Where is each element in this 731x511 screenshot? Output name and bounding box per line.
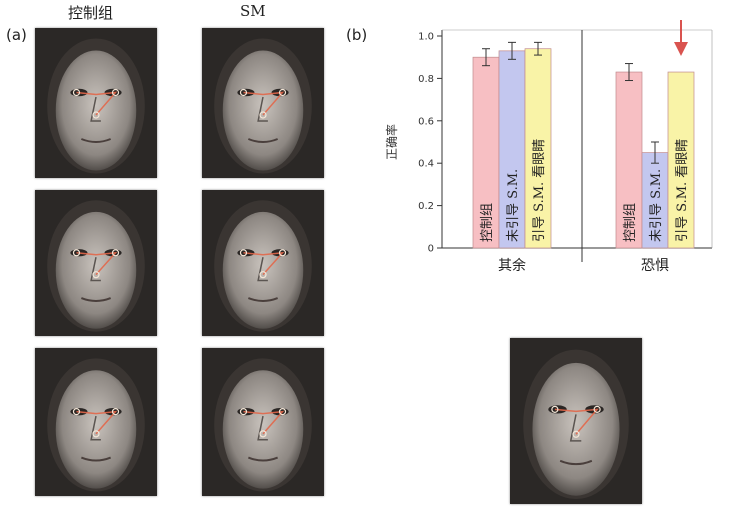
nose-line	[257, 257, 268, 282]
category-label: 恐惧	[641, 258, 669, 274]
face-drawing	[35, 190, 157, 336]
fixation-point	[92, 111, 100, 119]
nose-line	[90, 415, 101, 441]
face-drawing	[202, 190, 324, 336]
gaze-path	[554, 408, 599, 435]
mouth-line	[559, 459, 593, 466]
fixation-point	[259, 111, 267, 119]
face-drawing	[35, 348, 157, 496]
bar	[472, 56, 500, 249]
highlight-arrow-head	[674, 42, 688, 56]
gaze-path	[76, 91, 118, 116]
mouth-line	[80, 138, 112, 143]
bar-series-label: 未引导 S.M.	[649, 169, 664, 242]
fixation-point	[239, 408, 248, 416]
category-label: 其余	[498, 257, 526, 274]
y-tick-label: 0.2	[418, 201, 434, 212]
panel-b-label: (b)	[346, 26, 368, 44]
face-drawing	[510, 338, 642, 504]
mouth-line	[247, 297, 279, 302]
bar-series-label: 控制组	[623, 203, 638, 242]
face-shape	[532, 362, 620, 496]
column-label-control: 控制组	[68, 4, 114, 22]
panel-a-label: (a)	[6, 26, 27, 44]
bar	[498, 50, 526, 249]
y-tick-label: 0.8	[418, 74, 434, 85]
face-photo-sm-1	[202, 28, 324, 178]
gaze-path	[243, 91, 285, 116]
bar-series-label: 引导 S.M. 看眼睛	[531, 139, 547, 242]
face-shape	[222, 211, 304, 329]
mouth-line	[247, 456, 279, 462]
face-drawing	[202, 28, 324, 178]
fixation-point	[278, 408, 287, 416]
fixation-point	[111, 408, 120, 416]
fixation-point	[111, 249, 120, 257]
face-photo-guided	[510, 338, 642, 504]
bar	[641, 152, 669, 249]
fixation-point	[72, 88, 81, 97]
face-shape	[222, 370, 304, 489]
column-label-sm: SM	[240, 2, 266, 20]
fixation-point	[551, 405, 559, 413]
face-photo-sm-2	[202, 190, 324, 336]
face-shape	[222, 50, 304, 171]
face-shape	[55, 50, 137, 171]
fixation-point	[572, 430, 580, 438]
fixation-point	[92, 271, 100, 279]
bar	[524, 48, 552, 249]
gaze-path	[76, 410, 118, 435]
y-tick-label: 0	[428, 244, 434, 255]
nose-line	[90, 257, 101, 282]
bar	[667, 71, 695, 249]
face-shape	[55, 370, 137, 489]
bar-series-label: 未引导 S.M.	[506, 169, 521, 242]
face-drawing	[202, 348, 324, 496]
face-photo-control-2	[35, 190, 157, 336]
y-tick-label: 0.4	[418, 159, 434, 170]
fixation-point	[278, 88, 287, 97]
gaze-path	[243, 251, 285, 276]
nose-line	[90, 96, 101, 122]
nose-line	[257, 415, 268, 441]
face-photo-control-1	[35, 28, 157, 178]
y-tick-label: 0.6	[418, 116, 434, 127]
face-shape	[55, 211, 137, 329]
gaze-path	[243, 410, 285, 435]
mouth-line	[80, 297, 112, 302]
fixation-point	[259, 430, 267, 438]
y-axis-label: 正确率	[384, 124, 399, 160]
fixation-point	[239, 88, 248, 97]
fixation-point	[278, 249, 287, 257]
fixation-point	[72, 408, 81, 416]
nose-line	[569, 414, 582, 442]
mouth-line	[247, 138, 279, 143]
gaze-path	[76, 251, 118, 276]
bar-series-label: 引导 S.M. 看眼睛	[674, 139, 690, 242]
mouth-line	[80, 456, 112, 462]
bar-series-label: 控制组	[480, 203, 495, 242]
face-drawing	[35, 28, 157, 178]
fixation-point	[111, 88, 120, 97]
face-photo-control-3	[35, 348, 157, 496]
fixation-point	[593, 405, 601, 413]
fixation-point	[72, 249, 81, 257]
fixation-point	[259, 271, 267, 279]
fixation-point	[239, 249, 248, 257]
face-photo-sm-3	[202, 348, 324, 496]
fixation-point	[92, 430, 100, 438]
y-tick-label: 1.0	[418, 32, 434, 43]
nose-line	[257, 96, 268, 122]
